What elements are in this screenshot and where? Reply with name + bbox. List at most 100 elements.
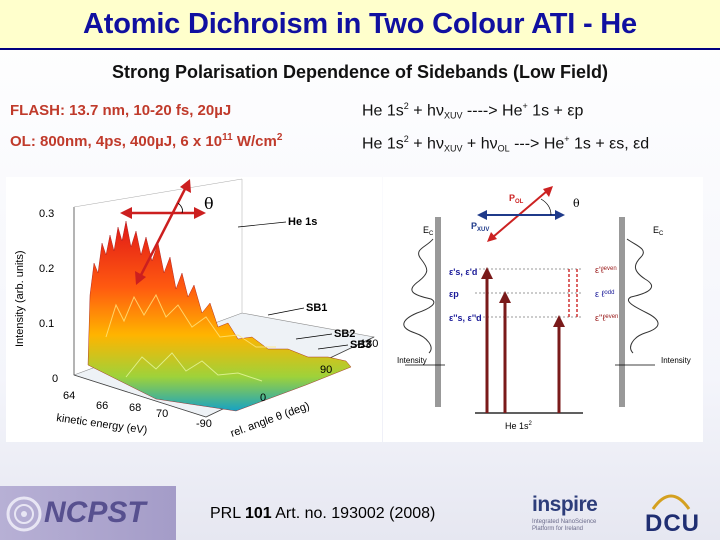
ol-exp: 11 bbox=[222, 132, 233, 143]
y-tick-2: 0.2 bbox=[39, 263, 54, 275]
waterfall-figure: 0.3 0.2 0.1 0 Intensity (arb. units) 64 … bbox=[6, 177, 382, 442]
label-eps-sd: ε's, ε'd bbox=[449, 267, 477, 277]
ref-rest: Art. no. 193002 (2008) bbox=[271, 505, 436, 522]
process-line-2: He 1s2 + hνXUV + hνOL ---> He+ 1s + εs, … bbox=[362, 127, 649, 160]
label-eps-sd-2: ε''s, ε''d bbox=[449, 313, 482, 323]
peak-sb3-line bbox=[317, 344, 349, 350]
intensity-left: Intensity bbox=[397, 356, 427, 365]
process-line-1: He 1s2 + hνXUV ----> He+ 1s + εp bbox=[362, 94, 649, 127]
ec-right: EC bbox=[653, 225, 664, 237]
right-continuum-bar bbox=[619, 217, 625, 407]
theta-label: θ bbox=[204, 194, 214, 213]
x-tick-1: 64 bbox=[63, 390, 75, 402]
energy-diagram: EC EC Intensity Intensity He 1s2 ε's, ε'… bbox=[383, 177, 703, 442]
ncpst-logo-text: NCPST bbox=[44, 496, 146, 529]
surface-ridge-1 bbox=[105, 293, 276, 348]
ref-prefix: PRL bbox=[210, 505, 245, 522]
ncpst-logo-icon bbox=[6, 496, 42, 532]
eq1-a: He 1s bbox=[362, 102, 404, 120]
xuv-arrowhead-1 bbox=[481, 267, 493, 279]
xuv-arrowhead-3 bbox=[553, 315, 565, 327]
arrowhead-left bbox=[120, 207, 132, 219]
ol-unit-exp: 2 bbox=[276, 132, 283, 143]
arrowhead-bottom bbox=[135, 271, 146, 285]
surface-main bbox=[87, 220, 352, 412]
process-equations: He 1s2 + hνXUV ----> He+ 1s + εp He 1s2 … bbox=[362, 94, 649, 161]
peak-sb3: SB3 bbox=[350, 339, 371, 351]
peak-sb1-line bbox=[267, 307, 305, 316]
ground-state-label: He 1s2 bbox=[505, 421, 533, 431]
slide-subtitle: Strong Polarisation Dependence of Sideba… bbox=[111, 62, 609, 82]
eq1-b-sub: XUV bbox=[443, 110, 463, 121]
ref-volume: 101 bbox=[244, 505, 272, 522]
label-even-1: ε'ℓeven bbox=[595, 265, 617, 275]
label-eps-p: εp bbox=[449, 289, 459, 299]
surface-ridge-2 bbox=[125, 352, 263, 382]
inspire-tagline: Integrated NanoScience Platform for Irel… bbox=[532, 519, 597, 532]
reference: PRL 101 Art. no. 193002 (2008) bbox=[210, 505, 435, 523]
polarisation-arrow-tilted bbox=[138, 186, 188, 278]
peak-he1s: He 1s bbox=[288, 216, 317, 228]
eq1-a-sup: 2 bbox=[403, 101, 409, 111]
pol-ol-arrowhead-top bbox=[543, 186, 553, 197]
arrowhead-top bbox=[180, 179, 191, 193]
peak-sb2-line bbox=[295, 333, 333, 340]
eq1-b: + hν bbox=[408, 102, 444, 120]
flash-params: FLASH: 13.7 nm, 10-20 fs, 20µJ bbox=[10, 102, 232, 119]
xuv-arrowhead-2 bbox=[499, 291, 511, 303]
ol-prefix: OL: 800nm, 4ps, 400µJ, 6 x 10 bbox=[10, 133, 223, 150]
label-odd: ε ℓodd bbox=[595, 289, 614, 299]
pol-ol-arrowhead-bottom bbox=[487, 232, 497, 242]
x-axis-label: kinetic energy (eV) bbox=[56, 412, 148, 437]
title-bar: Atomic Dichroism in Two Colour ATI - He bbox=[0, 0, 720, 50]
angle-tick-2: 90 bbox=[320, 364, 332, 376]
ol-unit: W/cm bbox=[232, 133, 277, 150]
right-spectrum bbox=[626, 238, 659, 354]
back-edge bbox=[73, 178, 243, 208]
pxuv-label: PXUV bbox=[471, 221, 489, 233]
energy-diagram-svg: EC EC Intensity Intensity He 1s2 ε's, ε'… bbox=[397, 186, 691, 431]
ec-left: EC bbox=[423, 225, 434, 237]
eq2-c: + hν bbox=[462, 135, 498, 153]
peak-sb2: SB2 bbox=[334, 328, 355, 340]
eq1-d: 1s + εp bbox=[527, 102, 584, 120]
eq2-c-sub: OL bbox=[497, 143, 510, 154]
theta-arc bbox=[177, 202, 183, 214]
eq2-b: + hν bbox=[408, 135, 444, 153]
eq2-e: 1s + εs, εd bbox=[569, 135, 650, 153]
y-tick-4: 0 bbox=[52, 373, 58, 385]
left-spectrum bbox=[403, 238, 435, 354]
inspire-logo: inspire bbox=[532, 493, 598, 516]
diagram-theta: θ bbox=[573, 197, 580, 210]
pxuv-arrowhead-right bbox=[555, 210, 565, 220]
eq2-d: ---> He bbox=[509, 135, 565, 153]
eq2-a-sup: 2 bbox=[403, 134, 409, 145]
peak-he1s-line bbox=[237, 221, 287, 228]
label-even-2: ε''ℓeven bbox=[595, 313, 618, 323]
eq2-a: He 1s bbox=[362, 135, 404, 153]
left-continuum-bar bbox=[435, 217, 441, 407]
eq1-c-sup: + bbox=[522, 101, 528, 111]
peak-sb1: SB1 bbox=[306, 302, 327, 314]
intensity-right: Intensity bbox=[661, 356, 691, 365]
dcu-logo-mark bbox=[651, 494, 691, 510]
angle-tick-1: 180 bbox=[360, 338, 378, 350]
eq1-c: ----> He bbox=[462, 102, 523, 120]
dcu-logo-text: DCU bbox=[645, 510, 700, 537]
angle-tick-3: 0 bbox=[260, 392, 266, 404]
laser-params: FLASH: 13.7 nm, 10-20 fs, 20µJ OL: 800nm… bbox=[10, 97, 282, 155]
pol-label: POL bbox=[509, 193, 524, 205]
arrowhead-right bbox=[194, 207, 206, 219]
y-tick-1: 0.3 bbox=[39, 208, 54, 220]
ncpst-logo-panel bbox=[0, 486, 176, 540]
y-axis-label: Intensity (arb. units) bbox=[14, 250, 26, 347]
x-axis bbox=[73, 374, 207, 418]
waterfall-svg: 0.3 0.2 0.1 0 Intensity (arb. units) 64 … bbox=[14, 178, 378, 440]
x-tick-2: 66 bbox=[96, 400, 108, 412]
x-tick-3: 68 bbox=[129, 402, 141, 414]
ol-params: OL: 800nm, 4ps, 400µJ, 6 x 1011 W/cm2 bbox=[10, 124, 282, 155]
eq2-d-sup: + bbox=[564, 134, 570, 145]
diagram-theta-arc bbox=[540, 198, 552, 216]
pxuv-arrowhead-left bbox=[477, 210, 487, 220]
y-tick-3: 0.1 bbox=[39, 318, 54, 330]
